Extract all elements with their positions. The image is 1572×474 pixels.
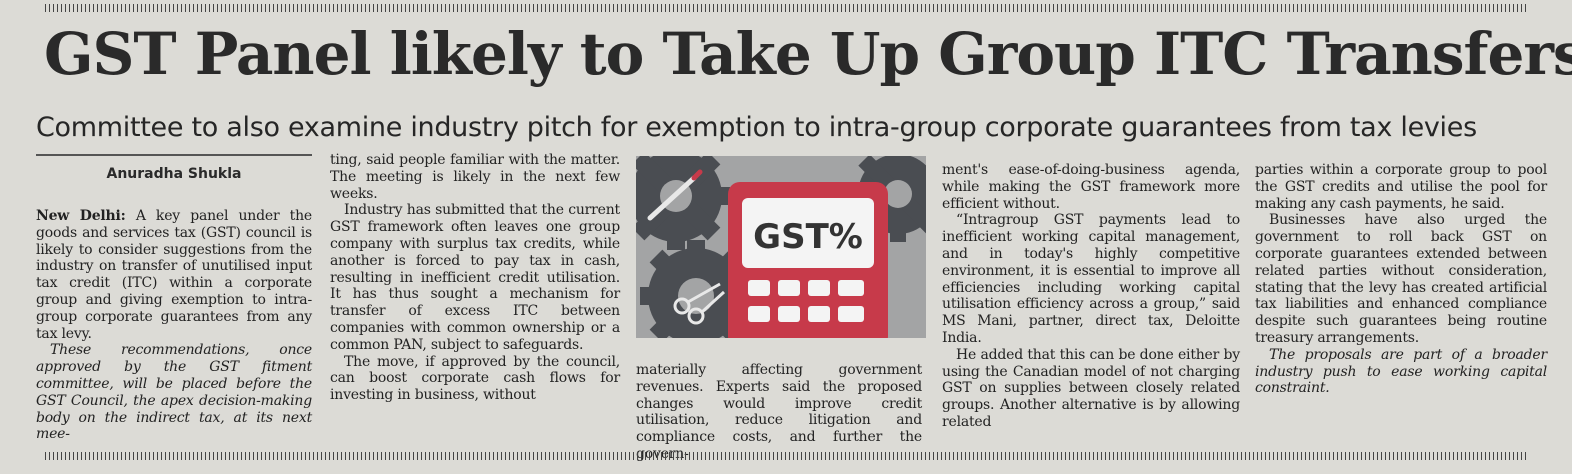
- column-4: ment's ease-of-doing-business agenda, wh…: [942, 162, 1240, 431]
- pen-icon: [647, 169, 703, 221]
- subheadline: Committee to also examine industry pitch…: [36, 112, 1477, 143]
- paragraph: Businesses have also urged the governmen…: [1255, 212, 1547, 346]
- column-3: materially affecting government revenues…: [636, 362, 922, 463]
- headline: GST Panel likely to Take Up Group ITC Tr…: [44, 20, 1572, 88]
- dateline: New Delhi:: [36, 208, 126, 224]
- bottom-decorative-rule: [45, 452, 1527, 460]
- column-5: parties within a corporate group to pool…: [1255, 162, 1547, 397]
- paragraph: ment's ease-of-doing-business agenda, wh…: [942, 162, 1240, 212]
- paragraph: He added that this can be done either by…: [942, 346, 1240, 430]
- paragraph: New Delhi: A key panel under the goods a…: [36, 208, 312, 342]
- paragraph-text: A key panel under the goods and services…: [36, 208, 312, 342]
- gst-calculator-illustration: GST%: [636, 156, 926, 338]
- paragraph: parties within a corporate group to pool…: [1255, 162, 1547, 212]
- column-1: New Delhi: A key panel under the goods a…: [36, 208, 312, 443]
- scissors-icon: [673, 282, 726, 325]
- paragraph: ting, said people familiar with the matt…: [330, 152, 620, 202]
- calculator-display-text: GST%: [753, 217, 863, 257]
- gst-illustration: GST%: [636, 156, 926, 338]
- paragraph: The move, if approved by the council, ca…: [330, 353, 620, 404]
- byline-rule: [36, 154, 312, 156]
- byline: Anuradha Shukla: [106, 166, 242, 182]
- paragraph: The proposals are part of a broader indu…: [1255, 346, 1547, 397]
- top-decorative-rule: [45, 4, 1527, 12]
- paragraph: “Intragroup GST payments lead to ineffic…: [942, 212, 1240, 346]
- paragraph: materially affecting government revenues…: [636, 362, 922, 462]
- paragraph: These recommendations, once approved by …: [36, 342, 312, 443]
- column-2: ting, said people familiar with the matt…: [330, 152, 620, 404]
- paragraph: Industry has submitted that the current …: [330, 202, 620, 353]
- calculator-icon: GST%: [728, 182, 888, 338]
